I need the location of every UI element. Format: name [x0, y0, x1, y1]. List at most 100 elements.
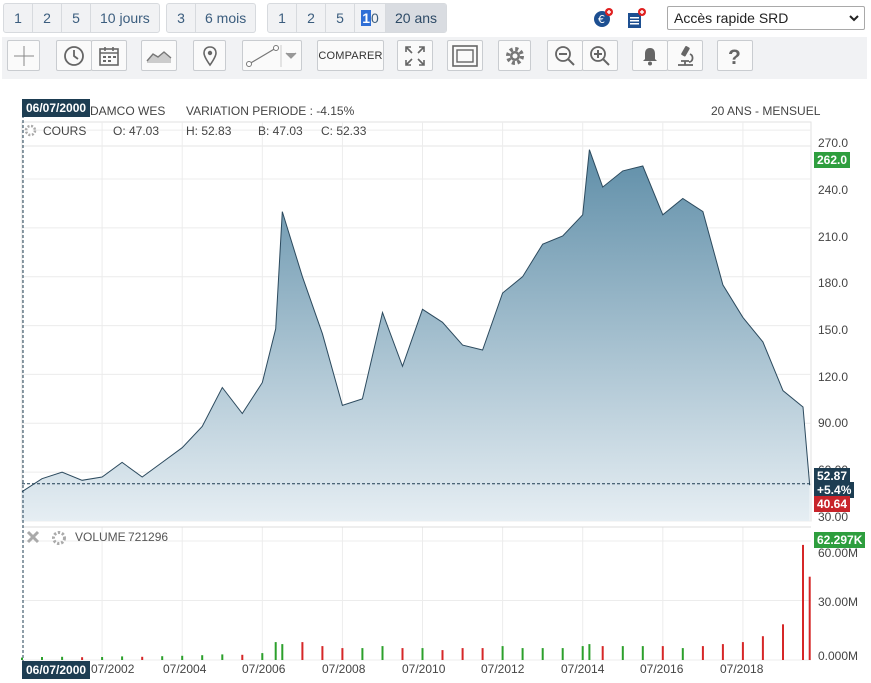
svg-text:?: ? [728, 46, 741, 68]
chevron-down-icon [848, 10, 860, 29]
volume-bar [21, 657, 23, 660]
period-10-days[interactable]: 10 jours [100, 10, 150, 26]
x-tick: 07/2002 [91, 662, 135, 676]
period-days-group: 1 2 5 10 jours [3, 3, 160, 33]
x-tick: 07/2010 [402, 662, 446, 676]
analysis-button[interactable] [667, 40, 703, 71]
frame-button[interactable] [447, 40, 483, 71]
x-tick: 07/2006 [242, 662, 286, 676]
document-add-icon[interactable] [625, 7, 647, 29]
instrument-name: DAMCO WES [90, 104, 166, 118]
period-variation: VARIATION PERIODE : -4.15% [186, 104, 355, 118]
period-2-years[interactable]: 2 [297, 4, 326, 32]
volume-bar [161, 656, 164, 660]
calendar-button[interactable] [91, 40, 127, 71]
x-tick: 07/2004 [163, 662, 207, 676]
volume-bar [501, 646, 504, 660]
chart-type-button[interactable] [141, 40, 177, 71]
volume-last-box: 62.297K [814, 532, 866, 548]
volume-bar [541, 648, 544, 660]
price-tick: 180.0 [818, 276, 849, 290]
price-settings-icon[interactable] [24, 124, 37, 140]
volume-bar [274, 642, 277, 660]
price-tick: 90.00 [818, 416, 849, 430]
area-chart-icon [146, 50, 172, 63]
volume-bar [121, 656, 124, 660]
x-tick: 07/2012 [481, 662, 525, 676]
volume-bar [461, 648, 464, 660]
price-tick: 150.0 [818, 323, 849, 337]
volume-bar [701, 646, 704, 660]
low-value: B: 47.03 [258, 124, 303, 138]
period-20-years[interactable]: 20 ans [386, 4, 447, 32]
volume-bar [41, 657, 43, 660]
volume-bar [181, 655, 184, 660]
price-tick: 210.0 [818, 230, 849, 244]
alert-button[interactable] [632, 40, 668, 71]
volume-bar [588, 644, 591, 660]
volume-bar [401, 648, 404, 660]
volume-label: VOLUME [75, 530, 126, 544]
quick-access-select[interactable]: Accès rapide SRD [667, 6, 865, 30]
volume-bar [101, 657, 104, 660]
gear-icon [505, 46, 524, 65]
volume-bar [201, 655, 204, 660]
volume-bar [521, 648, 524, 660]
price-line [21, 149, 811, 493]
fullscreen-button[interactable] [397, 40, 433, 71]
period-5-days[interactable]: 5 [62, 4, 91, 32]
volume-bar [61, 656, 64, 660]
close-icon[interactable] [26, 530, 40, 547]
zoom-in-button[interactable] [582, 40, 618, 71]
period-months-group: 3 6 mois [166, 3, 257, 33]
volume-bar [601, 646, 604, 660]
period-5-years[interactable]: 5 [326, 4, 355, 32]
calendar-icon [99, 46, 119, 66]
volume-tick: 30.00M [818, 595, 859, 609]
high-price-box: 262.0 [814, 152, 851, 168]
trendline-icon [246, 44, 297, 67]
volume-bar [221, 654, 224, 660]
compare-button[interactable]: COMPARER [317, 40, 384, 71]
volume-bar [341, 648, 344, 660]
volume-bar [621, 646, 624, 660]
change-box: +5.4% [814, 482, 855, 498]
period-1-year[interactable]: 1 [268, 4, 297, 32]
volume-bar [301, 642, 304, 660]
bell-icon [643, 47, 657, 65]
crosshair-date-top: 06/07/2000 [22, 99, 91, 117]
period-6-months[interactable]: 6 mois [205, 10, 247, 26]
volume-bar [581, 646, 584, 660]
volume-bar [782, 624, 784, 660]
period-2-days[interactable]: 2 [33, 4, 62, 32]
map-pin-icon [202, 45, 217, 66]
volume-bar [321, 646, 324, 660]
crosshair-button[interactable] [7, 40, 40, 71]
volume-gear-icon[interactable] [51, 530, 67, 549]
draw-line-button[interactable] [242, 40, 302, 71]
microscope-icon [678, 45, 694, 66]
marker-button[interactable] [193, 40, 226, 71]
help-button[interactable]: ? [717, 40, 753, 71]
price-area [22, 149, 810, 521]
period-1-day[interactable]: 1 [4, 4, 33, 32]
close-value: C: 52.33 [321, 124, 367, 138]
price-tick: 120.0 [818, 370, 849, 384]
volume-bar [802, 544, 804, 660]
svg-text:€: € [598, 13, 605, 26]
zoom-out-button[interactable] [547, 40, 583, 71]
settings-button[interactable] [498, 40, 531, 71]
clock-icon [64, 45, 84, 66]
chart-toolbar: COMPARER ? [2, 37, 867, 79]
volume-bar [81, 657, 84, 660]
currency-add-icon[interactable]: € [592, 7, 614, 29]
frame-icon [452, 44, 478, 67]
volume-bar [281, 644, 284, 660]
period-3-months[interactable]: 3 [167, 4, 196, 32]
volume-tick: 60.00M [818, 546, 859, 560]
open-value: O: 47.03 [113, 124, 160, 138]
